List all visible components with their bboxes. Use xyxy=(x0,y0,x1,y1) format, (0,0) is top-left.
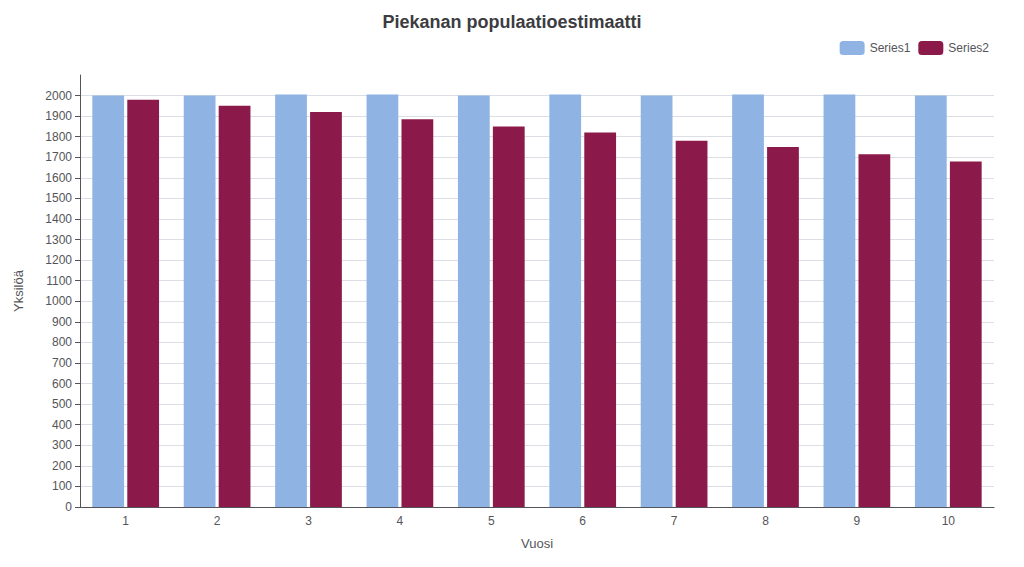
svg-text:2000: 2000 xyxy=(45,89,72,103)
svg-text:1700: 1700 xyxy=(45,150,72,164)
svg-text:1800: 1800 xyxy=(45,130,72,144)
svg-text:Series1: Series1 xyxy=(870,41,911,55)
svg-text:1000: 1000 xyxy=(45,294,72,308)
svg-text:Series2: Series2 xyxy=(948,41,989,55)
svg-text:700: 700 xyxy=(52,356,72,370)
svg-text:5: 5 xyxy=(488,514,495,528)
svg-text:4: 4 xyxy=(397,514,404,528)
svg-text:600: 600 xyxy=(52,377,72,391)
svg-text:3: 3 xyxy=(305,514,312,528)
svg-text:9: 9 xyxy=(854,514,861,528)
svg-text:1: 1 xyxy=(122,514,129,528)
svg-text:Piekanan populaatioestimaatti: Piekanan populaatioestimaatti xyxy=(382,12,641,32)
svg-text:1400: 1400 xyxy=(45,212,72,226)
svg-text:Vuosi: Vuosi xyxy=(521,536,553,551)
svg-text:400: 400 xyxy=(52,418,72,432)
svg-text:100: 100 xyxy=(52,479,72,493)
svg-text:200: 200 xyxy=(52,459,72,473)
svg-text:2: 2 xyxy=(214,514,221,528)
svg-text:Yksilöä: Yksilöä xyxy=(11,269,26,312)
svg-text:0: 0 xyxy=(65,500,72,514)
svg-text:1500: 1500 xyxy=(45,191,72,205)
svg-text:900: 900 xyxy=(52,315,72,329)
svg-text:1100: 1100 xyxy=(46,274,72,288)
svg-text:800: 800 xyxy=(52,335,72,349)
svg-text:7: 7 xyxy=(671,514,678,528)
svg-text:500: 500 xyxy=(52,397,72,411)
svg-text:8: 8 xyxy=(762,514,769,528)
svg-text:1600: 1600 xyxy=(45,171,72,185)
svg-text:300: 300 xyxy=(52,438,72,452)
svg-text:1300: 1300 xyxy=(45,233,72,247)
svg-text:1900: 1900 xyxy=(45,109,72,123)
svg-text:10: 10 xyxy=(942,514,956,528)
svg-text:6: 6 xyxy=(579,514,586,528)
svg-text:1200: 1200 xyxy=(45,253,72,267)
